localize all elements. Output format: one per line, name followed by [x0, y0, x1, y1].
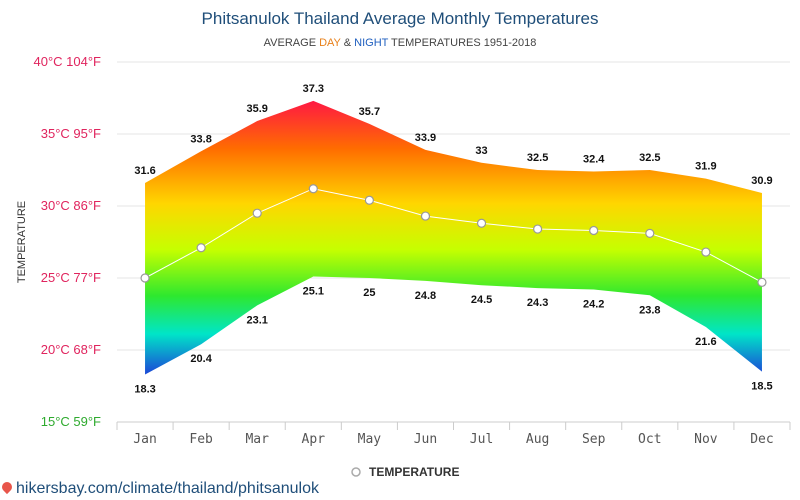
x-tick-label: Sep	[582, 432, 606, 447]
day-value-label: 37.3	[303, 83, 324, 95]
day-value-label: 32.5	[527, 152, 548, 164]
day-value-label: 31.9	[695, 161, 716, 173]
legend-label: TEMPERATURE	[369, 465, 459, 479]
x-tick-label: Oct	[638, 432, 661, 447]
x-tick-label: Feb	[189, 432, 213, 447]
day-value-label: 32.5	[639, 152, 660, 164]
night-value-label: 24.2	[583, 299, 604, 311]
average-point[interactable]	[308, 184, 318, 194]
y-tick-label: 40°C 104°F	[34, 54, 102, 69]
night-value-label: 21.6	[695, 336, 716, 348]
average-point[interactable]	[645, 228, 655, 238]
x-tick-label: Jun	[414, 432, 437, 447]
average-point[interactable]	[589, 225, 599, 236]
average-point[interactable]	[140, 273, 150, 283]
night-value-label: 23.8	[639, 304, 660, 316]
x-tick-label: Mar	[245, 432, 269, 447]
night-value-label: 18.3	[134, 383, 155, 395]
night-value-label: 25	[363, 287, 375, 299]
average-point[interactable]	[252, 208, 262, 218]
legend[interactable]: TEMPERATURE	[351, 465, 459, 479]
source-link[interactable]: hikersbay.com/climate/thailand/phitsanul…	[0, 479, 319, 498]
night-value-label: 20.4	[190, 353, 212, 365]
subtitle-night: NIGHT	[354, 37, 389, 49]
x-tick-label: Aug	[526, 432, 549, 447]
chart-title: Phitsanulok Thailand Average Monthly Tem…	[202, 9, 599, 28]
x-tick-label: Apr	[302, 432, 326, 447]
average-points	[140, 184, 767, 287]
day-value-label: 33	[475, 145, 487, 157]
x-tick-label: Dec	[750, 432, 773, 447]
night-value-label: 23.1	[246, 314, 267, 326]
day-value-label: 35.7	[359, 106, 380, 118]
average-point[interactable]	[420, 211, 431, 221]
y-axis-label: TEMPERATURE	[16, 201, 28, 283]
x-axis-ticks: Jan Feb Mar Apr May Jun Jul Aug Sep Oct Nov Dec	[116, 422, 791, 447]
y-tick-label: 25°C 77°F	[41, 270, 101, 285]
day-value-labels: 31.6 33.8 35.9 37.3 35.7 33.9 33 32.5 32.4 32.5 31…	[134, 83, 772, 187]
night-value-label: 25.1	[303, 286, 324, 298]
y-tick-label: 15°C 59°F	[41, 414, 101, 429]
y-tick-label: 30°C 86°F	[41, 198, 101, 213]
night-value-labels: 18.3 20.4 23.1 25.1 25 24.8 24.5 24.3 24.2 23.8 21…	[134, 286, 772, 396]
average-point[interactable]	[196, 243, 206, 253]
average-point[interactable]	[364, 195, 374, 205]
y-axis-ticks: 40°C 104°F 35°C 95°F 30°C 86°F 25°C 77°F 20°…	[34, 54, 102, 429]
chart-subtitle: AVERAGE DAY & NIGHT TEMPERATURES 1951-20…	[264, 37, 537, 49]
day-value-label: 33.8	[190, 133, 211, 145]
night-value-label: 24.8	[415, 290, 436, 302]
average-line	[144, 188, 763, 283]
map-pin-icon	[0, 479, 15, 495]
day-value-label: 32.4	[583, 153, 605, 165]
x-tick-label: Jan	[133, 432, 156, 447]
source-link-text: hikersbay.com/climate/thailand/phitsanul…	[16, 480, 319, 497]
subtitle-day: DAY	[319, 37, 341, 49]
average-point[interactable]	[476, 218, 487, 228]
average-point[interactable]	[701, 247, 711, 257]
average-point[interactable]	[533, 224, 543, 234]
x-tick-label: Nov	[694, 432, 718, 447]
day-value-label: 33.9	[415, 132, 436, 144]
night-value-label: 24.3	[527, 297, 548, 309]
y-tick-label: 20°C 68°F	[41, 342, 101, 357]
day-value-label: 35.9	[246, 103, 267, 115]
x-tick-label: Jul	[470, 432, 493, 447]
day-value-label: 31.6	[134, 165, 155, 177]
day-value-label: 30.9	[751, 175, 772, 187]
y-tick-label: 35°C 95°F	[41, 126, 101, 141]
night-value-label: 24.5	[471, 294, 492, 306]
x-tick-label: May	[358, 432, 382, 447]
average-point[interactable]	[757, 277, 767, 287]
night-value-label: 18.5	[751, 381, 772, 393]
legend-marker-icon	[351, 467, 361, 477]
temperature-band	[145, 100, 762, 375]
